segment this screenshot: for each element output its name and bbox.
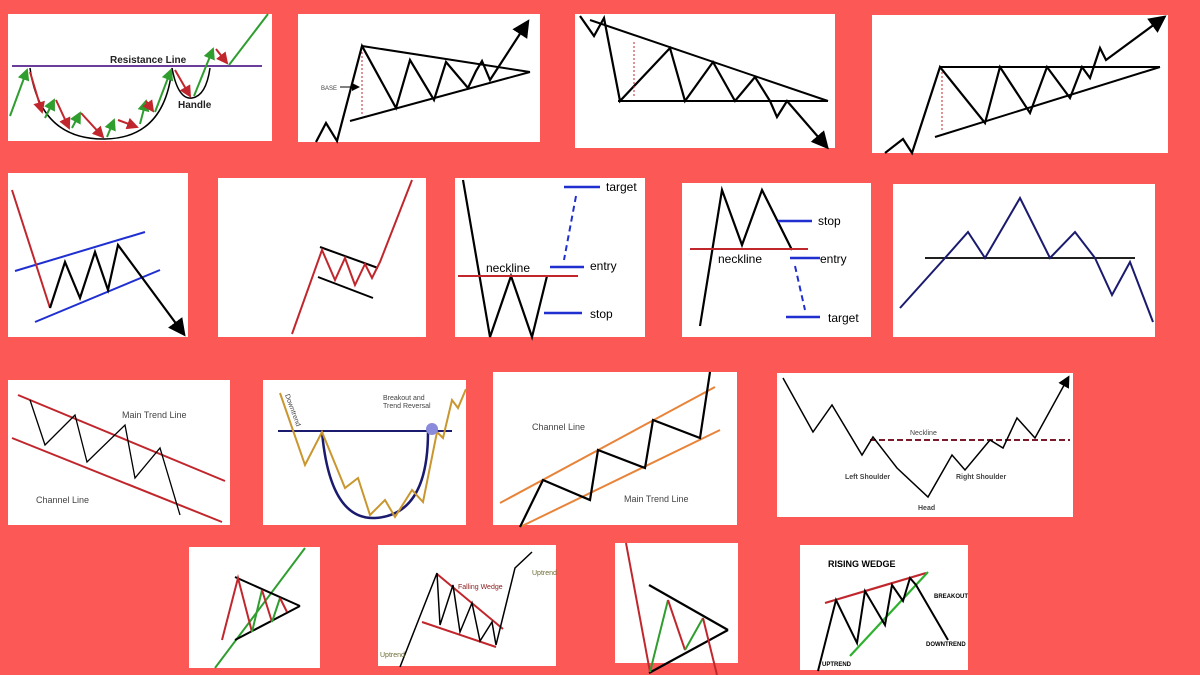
- ascending-triangle-panel: [872, 15, 1168, 156]
- neckline-label: neckline: [486, 261, 530, 275]
- target-label: target: [828, 311, 859, 325]
- channel-line-label: Channel Line: [36, 495, 89, 505]
- breakout-label-2: Trend Reversal: [383, 403, 431, 410]
- inverse-head-and-shoulders-panel: Neckline Left Shoulder Right Shoulder He…: [777, 373, 1073, 517]
- head-label: Head: [918, 505, 935, 512]
- main-trend-line-label: Main Trend Line: [624, 494, 689, 504]
- entry-label: entry: [820, 252, 847, 266]
- double-bottom-panel: target neckline entry stop: [455, 178, 645, 341]
- breakout-label-1: Breakout and: [383, 395, 425, 402]
- pennant-panel: [189, 547, 320, 669]
- handle-label: Handle: [178, 100, 212, 111]
- cup-and-handle-panel: Resistance Line Handle: [8, 13, 272, 141]
- main-trend-line-label: Main Trend Line: [122, 410, 187, 420]
- cup-panel: Downtrend Breakout and Trend Reversal: [263, 380, 467, 525]
- uptrend-label: UPTREND: [822, 662, 852, 668]
- rising-wedge-panel: RISING WEDGE BREAKOUT DOWNTREND UPTREND: [800, 545, 968, 672]
- stop-label: stop: [818, 214, 841, 228]
- entry-label: entry: [590, 259, 617, 273]
- falling-wedge-label: Falling Wedge: [458, 584, 503, 591]
- bear-flag-panel: [8, 173, 188, 337]
- descending-channel-panel: Main Trend Line Channel Line: [8, 380, 230, 525]
- neckline-label: Neckline: [910, 430, 937, 437]
- breakout-label: BREAKOUT: [934, 594, 968, 600]
- symmetrical-triangle-panel: BASE: [298, 14, 540, 144]
- bearish-pennant-panel: [615, 542, 738, 675]
- channel-line-label: Channel Line: [532, 422, 585, 432]
- target-label: target: [606, 180, 637, 194]
- rising-wedge-title: RISING WEDGE: [828, 559, 896, 569]
- bull-flag-panel: [218, 178, 426, 337]
- resistance-line-label: Resistance Line: [110, 55, 187, 66]
- descending-triangle-panel: [575, 14, 835, 150]
- double-top-panel: stop neckline entry target: [682, 183, 871, 337]
- base-label: BASE: [321, 86, 337, 92]
- right-shoulder-label: Right Shoulder: [956, 474, 1006, 481]
- left-shoulder-label: Left Shoulder: [845, 474, 890, 481]
- uptrend-label-left: Uptrend: [380, 652, 405, 659]
- ascending-channel-panel: Channel Line Main Trend Line: [493, 371, 737, 528]
- head-and-shoulders-panel: [893, 184, 1155, 337]
- stop-label: stop: [590, 307, 613, 321]
- falling-wedge-panel: Falling Wedge Uptrend Uptrend: [378, 545, 557, 668]
- neckline-label: neckline: [718, 252, 762, 266]
- downtrend-label: DOWNTREND: [926, 642, 966, 648]
- uptrend-label-right: Uptrend: [532, 570, 557, 577]
